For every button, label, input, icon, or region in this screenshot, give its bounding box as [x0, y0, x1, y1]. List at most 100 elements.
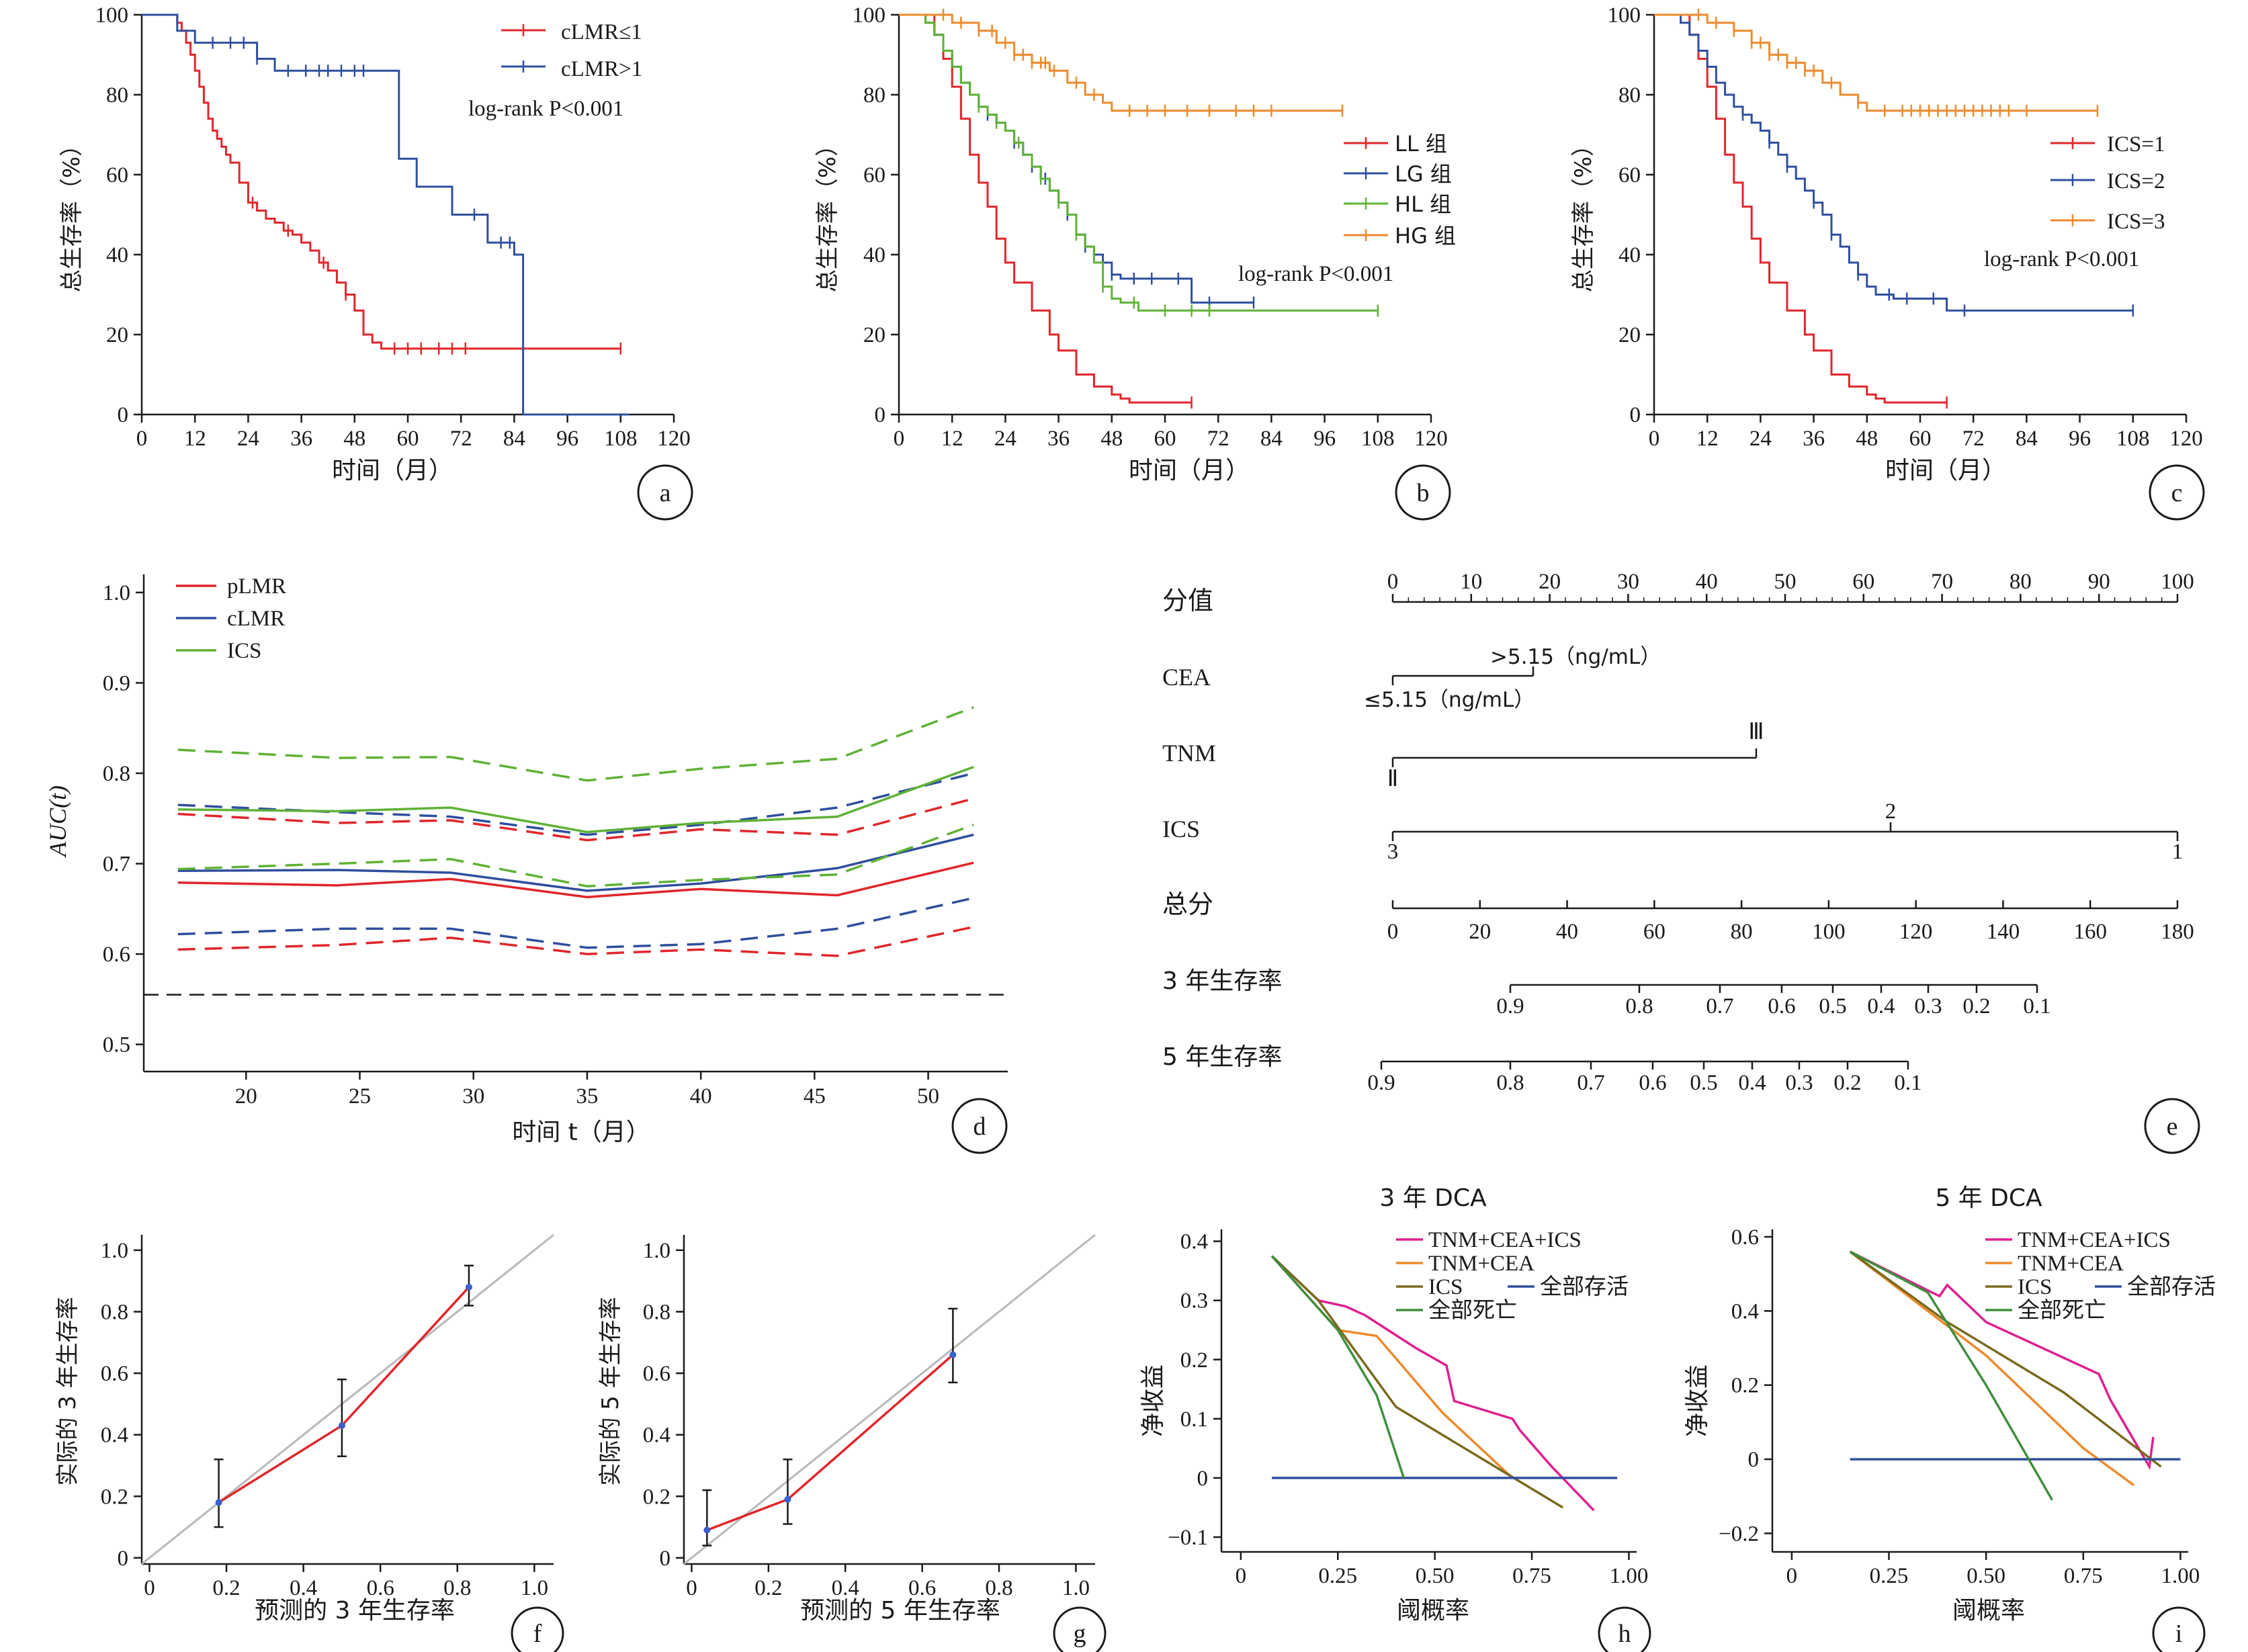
panel-f-x-tick-label: 0.4 [290, 1576, 317, 1600]
panel-g-y-tick-label: 0.2 [643, 1485, 671, 1509]
panel-d-axes: 20 25 30 35 40 45 50 0.5 0.6 0.7 0.8 0.9 1.0 [103, 574, 1008, 1108]
nomogram-row-points: 分值 [1162, 586, 1213, 615]
nomogram-tnm-label-3: Ⅲ [1748, 718, 1764, 745]
panel-a-legend-2: cLMR>1 [561, 57, 642, 81]
panel-h-xlabel: 阈概率 [1397, 1597, 1469, 1624]
panel-g-y-tick-label: 0.4 [643, 1424, 671, 1448]
nomogram-row-tnm: TNM [1162, 740, 1216, 767]
panel-h-x-tick-label: 0.50 [1416, 1564, 1455, 1588]
panel-c-annotation: log-rank P<0.001 [1984, 247, 2139, 271]
panel-g-calibration-point [784, 1495, 791, 1503]
nomogram-surv5-tick-label: 0.4 [1738, 1071, 1766, 1095]
panel-d-x-tick-label: 45 [804, 1084, 826, 1108]
nomogram-surv3-tick-label: 0.8 [1625, 994, 1653, 1018]
panel-f-label: f [533, 1620, 542, 1648]
panel-d-xlabel: 时间 t（月） [512, 1119, 650, 1146]
panel-c-legend-3: ICS=3 [2107, 210, 2165, 234]
panel-g-calibration-point [703, 1526, 711, 1534]
panel-c-legend-2: ICS=2 [2107, 169, 2165, 193]
panel-f-y-tick-label: 0.2 [101, 1485, 128, 1509]
nomogram-total-tick-label: 0 [1387, 920, 1399, 944]
panel-f-x-tick-label: 0.8 [443, 1576, 471, 1600]
panel-h-y-tick-label: −0.1 [1168, 1526, 1208, 1550]
panel-b: 总生存率（%） 时间（月） LL 组 LG 组 HL 组 HG 组 log-ra… [814, 131, 1456, 521]
nomogram-total-tick-label: 40 [1556, 920, 1578, 944]
panel-a-y-tick-label: 60 [106, 163, 128, 187]
panel-i-x-tick-label: 0 [1786, 1564, 1798, 1588]
panel-b-ylabel: 总生存率（%） [814, 134, 841, 292]
panel-b-x-tick-label: 36 [1047, 427, 1070, 451]
nomogram-ics-label-1: 1 [2172, 840, 2184, 864]
panel-d-x-tick-label: 25 [349, 1084, 371, 1108]
panel-d-x-tick-label: 20 [235, 1084, 257, 1108]
nomogram-cea-label-low: ≤5.15（ng/mL） [1364, 688, 1534, 712]
panel-h-x-tick-label: 0.25 [1318, 1564, 1357, 1588]
panel-h-y-tick-label: 0.3 [1180, 1289, 1208, 1313]
panel-g-ylabel: 实际的 5 年生存率 [597, 1297, 624, 1485]
panel-h-series-1-line [1270, 1255, 1595, 1512]
nomogram-surv5-tick-label: 0.3 [1785, 1071, 1813, 1095]
nomogram-points-tick-label: 10 [1460, 570, 1482, 594]
panel-i-x-tick-label: 1.00 [2161, 1564, 2200, 1588]
panel-d-legend-3: ICS [227, 639, 261, 663]
panel-a-x-tick-label: 120 [657, 427, 691, 451]
panel-b-legend-3: HL 组 [1395, 191, 1451, 217]
nomogram-total-tick-label: 160 [2073, 920, 2107, 944]
panel-b-x-tick-label: 24 [994, 427, 1017, 451]
panel-i-y-tick-label: −0.2 [1719, 1522, 1759, 1546]
panel-f-x-tick-label: 0.6 [367, 1576, 394, 1600]
nomogram-surv5-tick-label: 0.2 [1833, 1071, 1861, 1095]
nomogram-surv3-tick-label: 0.9 [1496, 994, 1524, 1018]
panel-d-series-4-line [177, 833, 974, 892]
panel-c-y-tick-label: 20 [1618, 323, 1641, 347]
panel-a-x-tick-label: 48 [343, 427, 365, 451]
panel-d-x-tick-label: 30 [462, 1084, 484, 1108]
panel-b-y-tick-label: 60 [863, 163, 885, 187]
nomogram-total-tick-label: 140 [1987, 920, 2020, 944]
panel-g-x-tick-label: 1.0 [1062, 1576, 1090, 1600]
panel-g: 实际的 5 年生存率 预测的 5 年生存率 g [597, 1297, 1107, 1652]
panel-f-xlabel: 预测的 3 年生存率 [255, 1597, 455, 1624]
panel-h-axes: 0 0.25 0.50 0.75 1.00 −0.1 0 0.1 0.2 0.3 0.4 [1168, 1229, 1648, 1588]
nomogram-total-tick-label: 60 [1643, 920, 1666, 944]
panel-g-y-tick-label: 0.6 [643, 1362, 671, 1386]
panel-a-y-tick-label: 0 [118, 403, 129, 427]
panel-i-legend-5: 全部死亡 [2018, 1297, 2106, 1323]
panel-b-x-tick-label: 84 [1260, 427, 1283, 451]
panel-c-label: c [2171, 479, 2183, 507]
panel-d-series-1-line [177, 861, 974, 899]
nomogram-surv3-tick-label: 0.2 [1962, 994, 1990, 1018]
panel-c-series-1-line [1654, 13, 1947, 404]
panel-g-axes: 0 0.2 0.4 0.6 0.8 1.0 0 0.2 0.4 0.6 0.8 1.0 [643, 1235, 1095, 1600]
panel-h-label-badge: h [1598, 1606, 1651, 1652]
panel-i-x-tick-label: 0.25 [1870, 1564, 1909, 1588]
panel-i-y-tick-label: 0.2 [1731, 1374, 1759, 1398]
panel-b-xlabel: 时间（月） [1129, 457, 1250, 484]
panel-c-x-tick-label: 120 [2169, 427, 2203, 451]
panel-i-label: i [2175, 1620, 2183, 1648]
panel-d-x-tick-label: 50 [917, 1084, 939, 1108]
panel-i-legend-1: TNM+CEA+ICS [2018, 1228, 2171, 1252]
panel-b-x-tick-label: 120 [1414, 427, 1448, 451]
nomogram-surv5-tick-label: 0.9 [1367, 1071, 1395, 1095]
panel-d-label: d [974, 1113, 986, 1141]
panel-g-x-tick-label: 0 [686, 1576, 697, 1600]
panel-i-legend-2: TNM+CEA [2018, 1252, 2124, 1276]
panel-a-series-2-line [142, 13, 630, 416]
panel-c-x-tick-label: 72 [1962, 427, 1985, 451]
panel-d-label-badge: d [951, 1098, 1008, 1154]
panel-d-series-5-line [177, 772, 974, 836]
panel-f-y-tick-label: 0.8 [101, 1300, 128, 1324]
panel-g-x-tick-label: 0.2 [754, 1576, 782, 1600]
panel-c-x-tick-label: 60 [1909, 427, 1932, 451]
panel-h-x-tick-label: 0 [1236, 1564, 1247, 1588]
panel-i-axes: 0 0.25 0.50 0.75 1.00 −0.2 0 0.2 0.4 0.6 [1719, 1225, 2200, 1588]
panel-i-series-3-line [1849, 1250, 2162, 1468]
panel-b-x-tick-label: 72 [1207, 427, 1229, 451]
panel-i-y-tick-label: 0.6 [1731, 1225, 1759, 1250]
panel-c-x-tick-label: 108 [2116, 427, 2150, 451]
panel-d-legend-1: pLMR [227, 574, 286, 599]
panel-g-label: g [1074, 1620, 1086, 1648]
panel-d-series-8-line [177, 706, 974, 782]
panel-b-annotation: log-rank P<0.001 [1238, 262, 1393, 286]
